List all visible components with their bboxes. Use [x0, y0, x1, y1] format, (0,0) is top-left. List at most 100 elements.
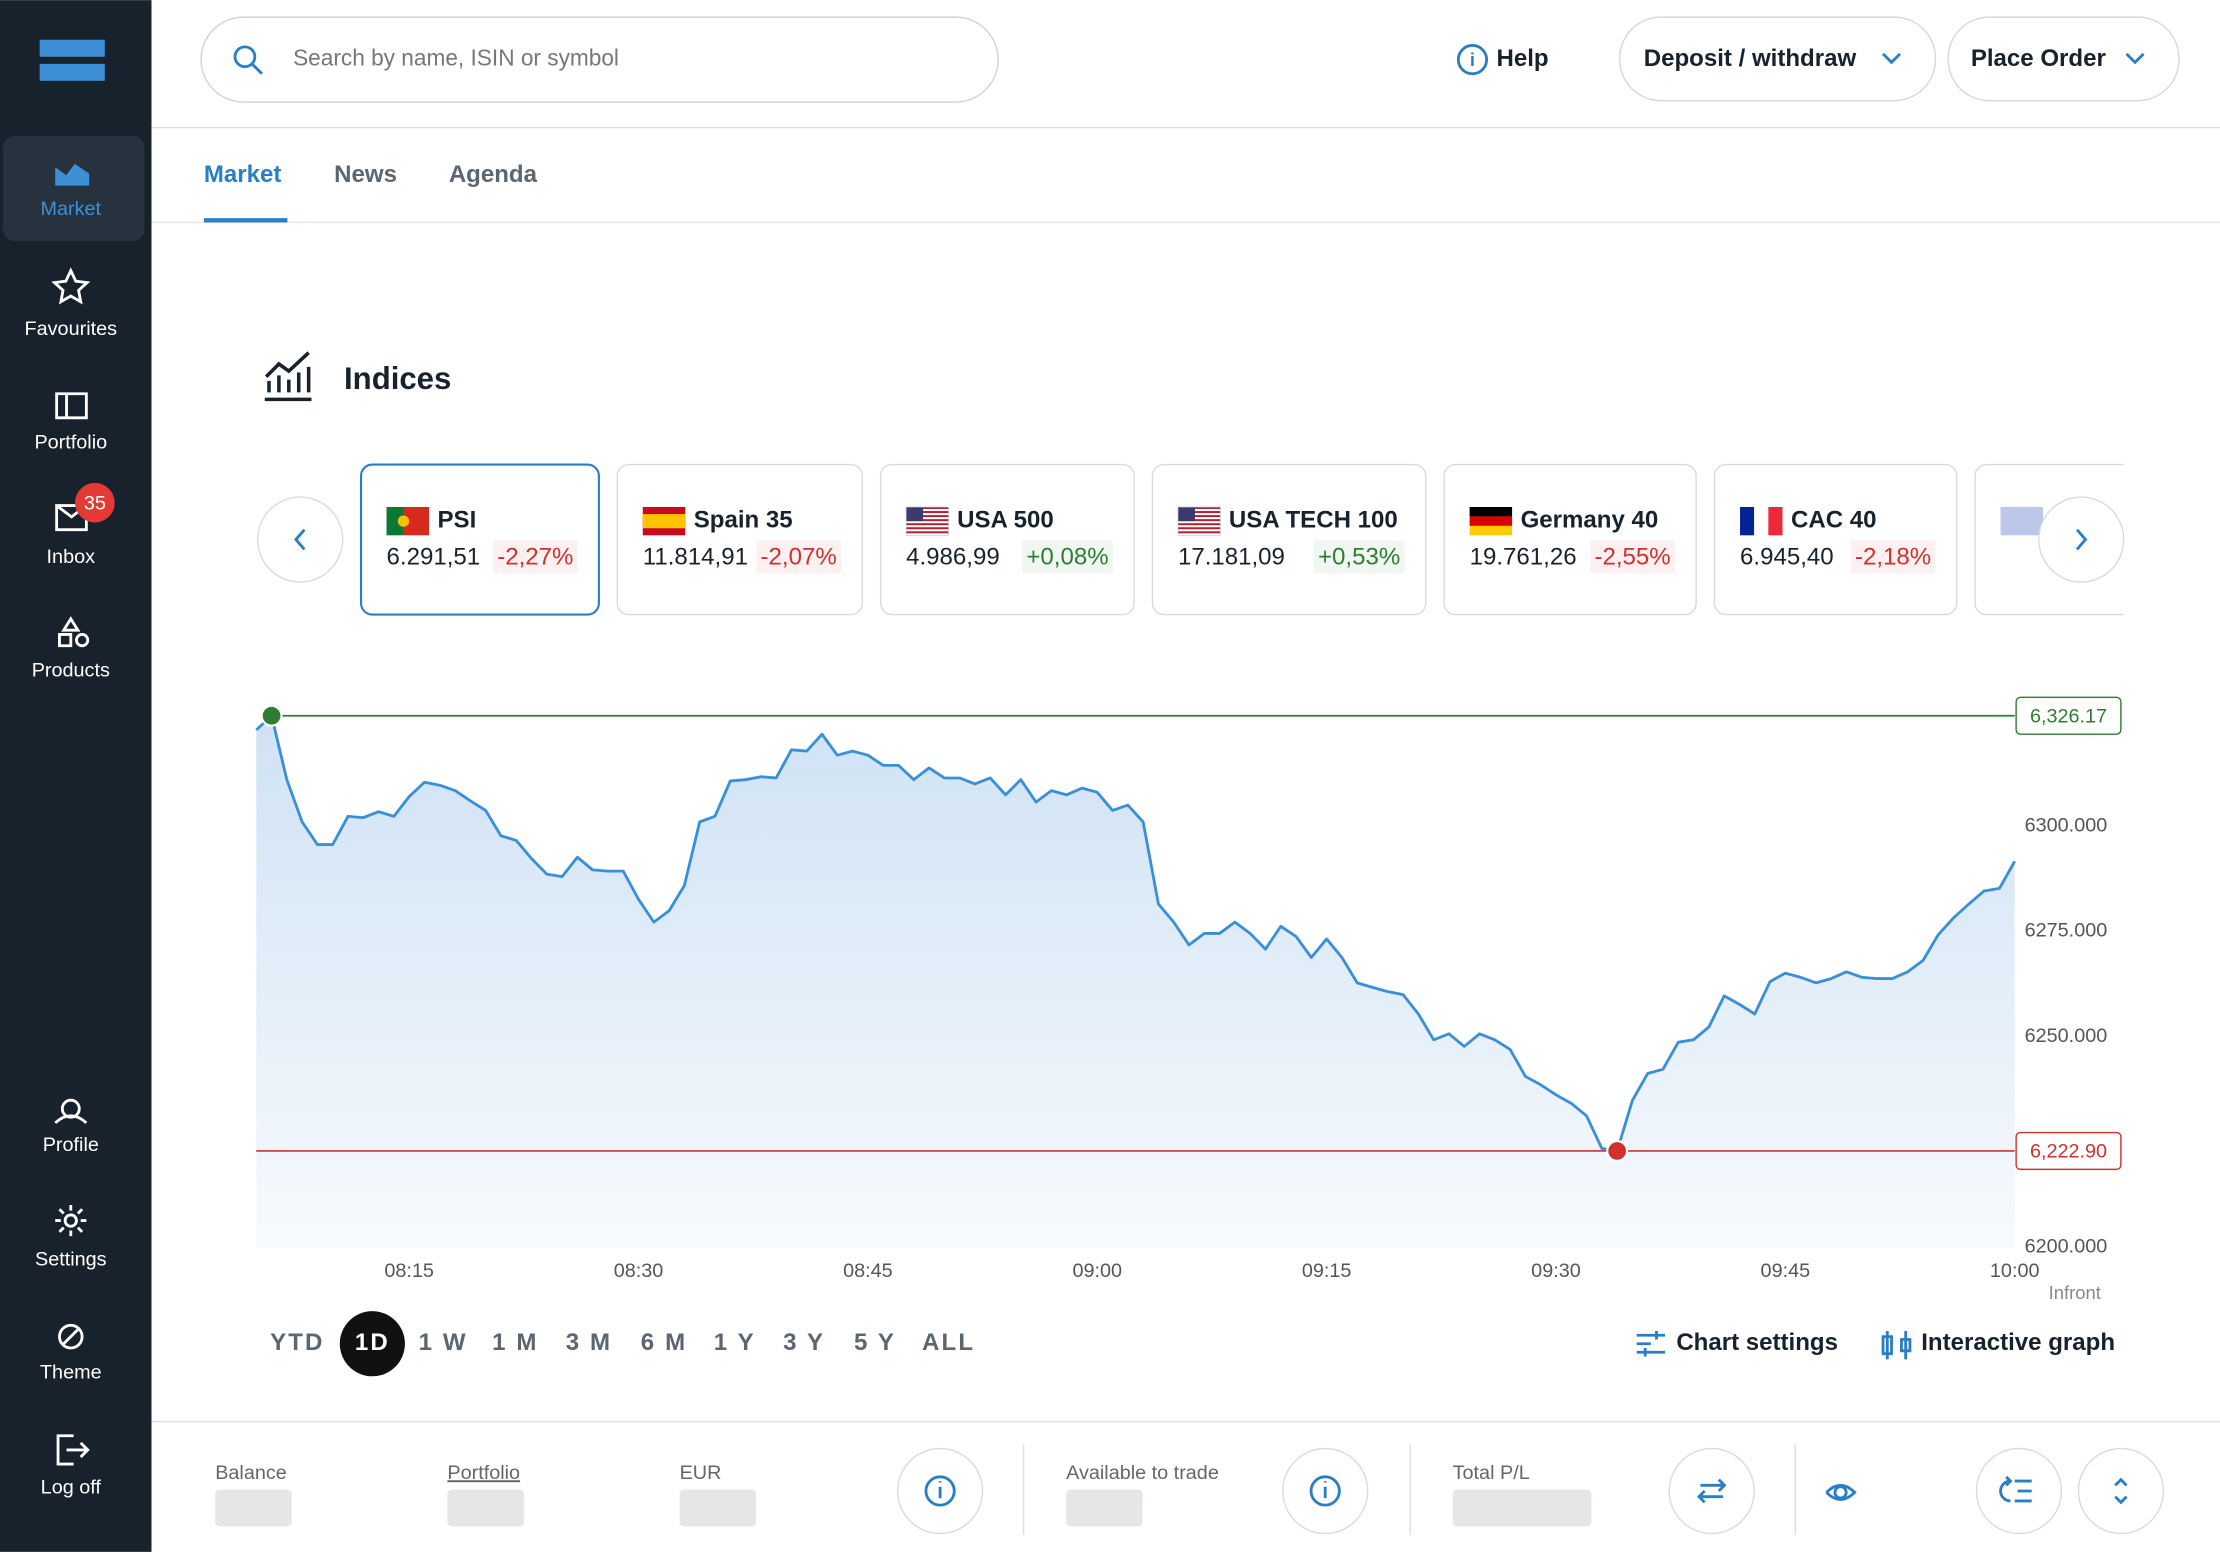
help-icon — [1456, 44, 1489, 76]
eye-icon[interactable] — [1825, 1483, 1857, 1501]
change-bg — [492, 540, 578, 574]
prev-button[interactable] — [256, 496, 344, 583]
flag — [1177, 531, 1221, 534]
nav-label[interactable]: Profile — [43, 1134, 99, 1156]
nav-label[interactable]: Products — [32, 659, 110, 681]
chart-source: Infront — [2049, 1282, 2101, 1303]
low-label-box — [2015, 1131, 2122, 1171]
flag — [397, 515, 410, 527]
change-bg — [756, 540, 841, 574]
footer-button[interactable] — [1668, 1447, 1755, 1535]
card-change: +0,53% — [1318, 543, 1400, 570]
footer-icon — [1309, 1475, 1341, 1507]
next-button[interactable] — [2038, 496, 2125, 583]
index-card[interactable] — [616, 463, 863, 616]
flag — [1177, 511, 1221, 514]
nav-label[interactable]: Market — [41, 198, 102, 220]
card-value: 6.945,40 — [1740, 543, 1834, 570]
place-order-button[interactable] — [1947, 16, 2180, 102]
nav-icon — [51, 267, 91, 305]
nav-label[interactable]: Inbox — [47, 546, 96, 568]
flag — [1469, 516, 1513, 526]
nav-icon — [58, 616, 90, 648]
chart-settings-icon — [1636, 1331, 1665, 1357]
range-button[interactable]: 6 M — [641, 1329, 687, 1356]
high-dot — [260, 704, 283, 727]
range-button[interactable]: 1D — [355, 1329, 390, 1356]
footer-label[interactable]: Portfolio — [447, 1462, 520, 1484]
flag — [906, 527, 949, 530]
chart-action[interactable]: Interactive graph — [1921, 1329, 2115, 1356]
flag — [1177, 506, 1221, 536]
blurred-value — [447, 1489, 524, 1527]
blurred-value — [215, 1489, 292, 1527]
deposit-label: Deposit / withdraw — [1644, 45, 1857, 72]
index-card[interactable] — [1151, 463, 1427, 616]
high-label-box — [2015, 696, 2122, 735]
indices-icon — [264, 351, 312, 402]
nav-label[interactable]: Log off — [41, 1476, 102, 1498]
badge-count: 35 — [84, 492, 106, 514]
range-button[interactable]: ALL — [922, 1329, 975, 1356]
nav-label[interactable]: Favourites — [25, 318, 118, 340]
chevron — [294, 528, 306, 551]
flag — [906, 531, 949, 534]
card-name: CAC 40 — [1791, 507, 1877, 534]
flag — [1469, 525, 1513, 536]
flag — [642, 514, 686, 529]
card-change: -2,18% — [1855, 543, 1931, 570]
footer-button[interactable] — [2077, 1447, 2165, 1535]
chart-action[interactable]: Chart settings — [1676, 1329, 1838, 1356]
footer-label: Total P/L — [1453, 1462, 1530, 1484]
tab[interactable]: News — [334, 161, 397, 188]
range-button[interactable]: 1 Y — [714, 1329, 756, 1356]
card-change: -2,55% — [1594, 543, 1670, 570]
card-name: Germany 40 — [1521, 507, 1659, 534]
index-card[interactable] — [359, 463, 600, 616]
logo[interactable] — [39, 39, 105, 57]
flag — [1768, 506, 1783, 536]
chart-area — [256, 715, 2015, 1248]
low-dot — [1606, 1139, 1629, 1162]
range-button[interactable]: YTD — [270, 1329, 324, 1356]
card-name: USA TECH 100 — [1229, 507, 1398, 534]
nav-label[interactable]: Settings — [35, 1248, 107, 1270]
tab-underline — [203, 218, 288, 223]
card-name: PSI — [437, 507, 476, 534]
flag — [906, 511, 949, 514]
range-button[interactable]: 1 M — [492, 1329, 538, 1356]
nav-icon — [58, 1324, 84, 1350]
y-tick-label: 6250.000 — [2025, 1025, 2108, 1047]
deposit-button[interactable] — [1618, 16, 1937, 102]
help-link[interactable]: Help — [1497, 45, 1549, 72]
index-card[interactable] — [1713, 463, 1958, 616]
footer-icon — [1999, 1475, 2032, 1503]
change-bg — [1850, 540, 1936, 574]
x-tick-label: 09:15 — [1302, 1260, 1352, 1282]
place-order-label: Place Order — [1971, 45, 2106, 72]
nav-label[interactable]: Theme — [40, 1362, 102, 1384]
nav-label[interactable]: Portfolio — [34, 432, 107, 454]
flag — [1177, 527, 1221, 530]
card-change: +0,08% — [1026, 543, 1108, 570]
flag — [1177, 523, 1221, 526]
tab[interactable]: Agenda — [449, 161, 538, 188]
card-value: 17.181,09 — [1178, 543, 1285, 570]
active-nav — [2, 136, 145, 241]
search-box[interactable] — [200, 16, 999, 103]
search-icon — [251, 62, 263, 75]
logo — [39, 63, 105, 81]
range-button[interactable]: 3 Y — [783, 1329, 825, 1356]
flag — [905, 506, 949, 536]
index-card[interactable] — [879, 463, 1135, 616]
index-card[interactable] — [1443, 463, 1697, 616]
change-bg — [1022, 540, 1113, 574]
tab[interactable]: Market — [204, 161, 282, 188]
footer-icon — [1696, 1478, 1727, 1504]
range-button[interactable]: 1 W — [419, 1329, 468, 1356]
range-button[interactable]: 5 Y — [854, 1329, 896, 1356]
card-value: 19.761,26 — [1470, 543, 1577, 570]
range-button[interactable]: 3 M — [566, 1329, 612, 1356]
footer-icon — [2114, 1477, 2128, 1505]
